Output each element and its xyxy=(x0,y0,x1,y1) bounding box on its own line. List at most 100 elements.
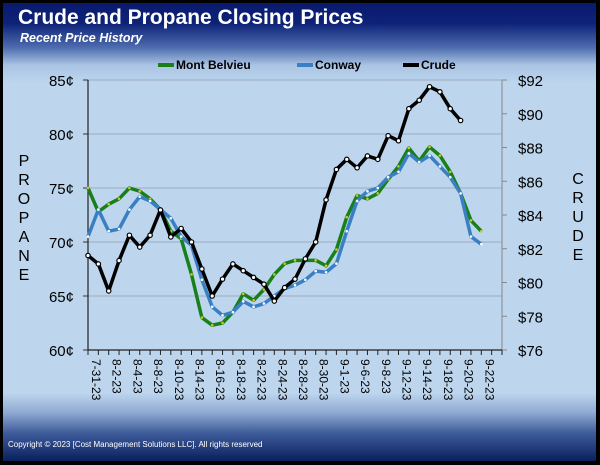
data-point-conway xyxy=(86,235,90,238)
x-axis-tick-label: 8-4-23 xyxy=(130,359,144,394)
data-point-conway xyxy=(345,229,349,233)
copyright-text: Copyright © 2023 [Cost Management Soluti… xyxy=(8,440,263,449)
data-point-conway xyxy=(428,154,431,157)
x-axis-tick-label: 8-2-23 xyxy=(110,359,124,394)
x-axis-tick-label: 8-10-23 xyxy=(172,359,186,401)
data-point-conway xyxy=(480,242,483,246)
x-axis-tick-label: 9-14-23 xyxy=(420,359,434,401)
data-point-conway xyxy=(148,199,152,203)
data-point-crude xyxy=(343,156,350,163)
data-point-crude xyxy=(95,261,102,267)
data-point-mont-belvieu xyxy=(241,292,245,296)
data-point-conway xyxy=(448,175,452,179)
x-axis-tick-label: 9-20-23 xyxy=(462,359,476,401)
right-axis-tick-label: $90 xyxy=(518,107,543,124)
data-point-mont-belvieu xyxy=(376,192,380,195)
right-axis-tick-label: $80 xyxy=(518,276,543,293)
data-point-crude xyxy=(209,293,216,299)
data-point-conway xyxy=(169,216,173,220)
data-point-mont-belvieu xyxy=(345,215,349,219)
data-point-conway xyxy=(117,227,121,231)
legend-label-mont-belvieu: Mont Belvieu xyxy=(176,58,251,72)
data-point-crude xyxy=(323,197,329,203)
data-point-crude xyxy=(240,267,247,274)
data-point-conway xyxy=(304,278,307,282)
data-point-conway xyxy=(241,300,245,303)
right-axis-tick-label: $88 xyxy=(518,141,543,158)
data-point-mont-belvieu xyxy=(190,273,193,276)
right-axis-tick-label: $84 xyxy=(518,208,543,225)
x-axis-tick-label: 8-24-23 xyxy=(275,359,289,401)
data-point-crude xyxy=(85,252,91,259)
legend-swatch-mont-belvieu xyxy=(158,63,174,67)
legend-item-crude: Crude xyxy=(403,58,456,72)
left-axis-tick-label: 80¢ xyxy=(49,127,74,144)
data-point-crude xyxy=(157,207,164,213)
right-axis-tick-label: $78 xyxy=(518,309,543,326)
data-point-crude xyxy=(395,137,402,144)
right-axis-tick-label: $76 xyxy=(518,343,543,360)
x-axis-tick-label: 9-8-23 xyxy=(379,359,393,394)
data-point-mont-belvieu xyxy=(355,194,359,197)
data-point-crude xyxy=(261,281,267,287)
data-point-mont-belvieu xyxy=(480,229,483,233)
data-point-conway xyxy=(335,262,338,265)
x-axis-tick-label: 8-14-23 xyxy=(193,359,207,401)
data-point-crude xyxy=(230,261,236,267)
data-point-mont-belvieu xyxy=(221,321,224,325)
data-point-mont-belvieu xyxy=(262,288,266,291)
left-axis-tick-label: 75¢ xyxy=(49,181,74,198)
data-point-crude xyxy=(126,232,133,239)
data-point-crude xyxy=(354,164,360,171)
data-point-conway xyxy=(252,305,255,309)
x-axis-tick-label: 9-1-23 xyxy=(337,359,351,394)
left-axis-tick-label: 70¢ xyxy=(49,235,74,252)
data-point-crude xyxy=(437,89,443,95)
data-point-crude xyxy=(416,97,423,104)
data-point-conway xyxy=(397,170,400,174)
data-point-mont-belvieu xyxy=(407,146,411,150)
legend-swatch-crude xyxy=(403,63,419,67)
right-axis-tick-label: $82 xyxy=(518,242,543,259)
data-point-conway xyxy=(210,305,214,309)
data-point-crude xyxy=(292,276,298,282)
data-point-crude xyxy=(116,257,122,264)
data-point-conway xyxy=(138,195,142,198)
data-point-crude xyxy=(188,239,195,245)
x-axis-tick-label: 9-6-23 xyxy=(358,359,372,394)
right-axis-tick-label: $92 xyxy=(518,73,543,90)
data-point-conway xyxy=(366,189,369,193)
x-axis-tick-label: 9-12-23 xyxy=(400,359,414,401)
data-point-crude xyxy=(250,274,257,281)
data-point-crude xyxy=(271,298,278,304)
data-point-mont-belvieu xyxy=(128,186,131,190)
data-point-conway xyxy=(231,310,235,314)
data-point-conway xyxy=(200,278,204,282)
data-point-conway xyxy=(262,302,266,305)
data-point-mont-belvieu xyxy=(293,259,297,262)
data-point-mont-belvieu xyxy=(397,165,400,168)
left-axis-tick-label: 60¢ xyxy=(49,343,74,360)
data-point-crude xyxy=(457,117,464,124)
series-line-conway xyxy=(86,151,483,318)
legend-label-crude: Crude xyxy=(421,58,456,72)
data-point-conway xyxy=(469,235,473,238)
data-point-conway xyxy=(324,270,328,274)
data-point-conway xyxy=(221,314,224,317)
data-point-mont-belvieu xyxy=(86,186,90,190)
data-point-crude xyxy=(302,256,309,262)
data-point-mont-belvieu xyxy=(324,264,328,268)
data-point-mont-belvieu xyxy=(283,262,286,265)
data-point-conway xyxy=(376,186,380,190)
data-point-conway xyxy=(273,294,276,298)
data-point-mont-belvieu xyxy=(252,299,255,302)
left-axis-tick-label: 85¢ xyxy=(49,73,74,90)
data-point-conway xyxy=(293,283,297,287)
chart-subtitle: Recent Price History xyxy=(20,31,143,45)
data-point-crude xyxy=(178,225,184,232)
data-point-crude xyxy=(333,166,340,173)
data-point-mont-belvieu xyxy=(273,273,276,276)
x-axis-tick-label: 9-22-23 xyxy=(482,359,496,401)
data-point-conway xyxy=(314,269,318,273)
